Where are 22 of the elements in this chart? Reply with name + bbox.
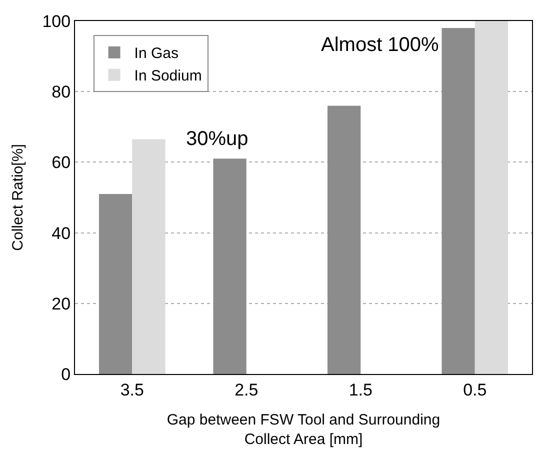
annotation: Almost 100% bbox=[321, 34, 440, 56]
x-tick-label: 1.5 bbox=[348, 380, 372, 400]
bar bbox=[442, 28, 475, 374]
bar bbox=[213, 158, 246, 374]
y-axis-title: Collect Ratio[%] bbox=[9, 144, 26, 251]
y-tick-label: 100 bbox=[42, 12, 71, 31]
y-tick-label: 60 bbox=[52, 153, 71, 172]
y-tick-label: 0 bbox=[61, 364, 71, 384]
y-tick-label: 80 bbox=[52, 82, 71, 102]
legend-label: In Gas bbox=[134, 45, 178, 62]
x-tick-label: 0.5 bbox=[463, 380, 487, 400]
y-tick-label: 20 bbox=[52, 294, 71, 314]
bar bbox=[132, 139, 166, 374]
bar bbox=[474, 21, 508, 374]
x-tick-label: 2.5 bbox=[234, 380, 258, 400]
y-tick-label: 40 bbox=[52, 224, 71, 243]
legend-label: In Sodium bbox=[134, 68, 202, 85]
bar bbox=[98, 194, 132, 374]
x-axis-title: Gap between FSW Tool and Surrounding Collect Area [mm] bbox=[166, 411, 440, 448]
annotation: 30%up bbox=[186, 128, 248, 150]
x-tick-label: 3.5 bbox=[120, 380, 144, 400]
bar bbox=[327, 106, 361, 374]
